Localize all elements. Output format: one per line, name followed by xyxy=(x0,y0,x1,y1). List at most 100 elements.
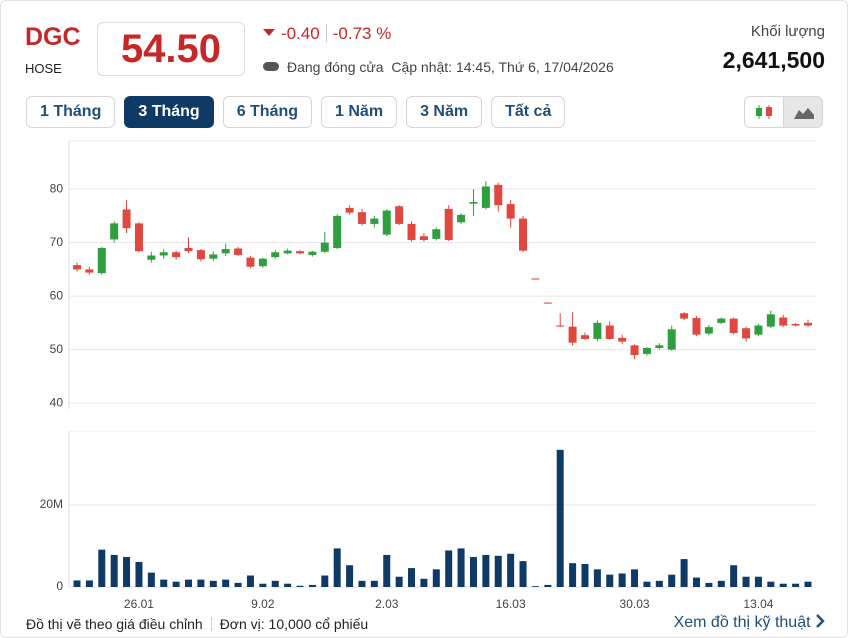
candle-body xyxy=(110,223,119,240)
volume-bar xyxy=(147,572,155,587)
volume-bar xyxy=(358,580,366,587)
status-row: Đang đóng cửa Cập nhật: 14:45, Thứ 6, 17… xyxy=(263,59,614,75)
note: Đồ thị vẽ theo giá điều chỉnh xyxy=(26,616,203,632)
candle-body xyxy=(655,345,664,349)
volume-bar xyxy=(581,564,589,587)
volume-bar xyxy=(110,554,118,587)
candle-body xyxy=(457,214,466,223)
volume-bar xyxy=(197,579,205,587)
volume-bar xyxy=(135,561,143,587)
candle-body xyxy=(618,337,627,342)
candle-body xyxy=(766,314,775,327)
candle-body xyxy=(85,269,94,273)
volume-bar xyxy=(222,579,230,587)
candle-body xyxy=(481,186,490,208)
volume-bar xyxy=(284,583,292,587)
volume-bar xyxy=(507,553,515,587)
volume-bar xyxy=(123,557,131,587)
x-tick-label: 16.03 xyxy=(496,597,526,611)
candle-body xyxy=(333,215,342,248)
change-row: -0.40 -0.73 % xyxy=(263,24,391,44)
candle-body xyxy=(370,218,379,224)
candle-icon xyxy=(756,105,772,119)
candle-body xyxy=(506,204,515,219)
chart-type-toggle xyxy=(744,96,823,128)
volume-bar xyxy=(445,550,453,587)
candle-body xyxy=(97,247,106,274)
volume-bar xyxy=(742,576,750,587)
range-tab[interactable]: 3 Năm xyxy=(406,96,483,128)
candle-body xyxy=(754,325,763,335)
candle-body xyxy=(556,325,565,327)
volume-bar xyxy=(569,563,577,587)
volume-bar xyxy=(234,582,242,587)
volume-bar xyxy=(85,580,93,587)
candle-body xyxy=(73,265,81,270)
candle-body xyxy=(605,325,614,339)
candle-body xyxy=(742,328,751,339)
candle-body xyxy=(134,223,143,252)
candle-body xyxy=(419,236,428,240)
candle-body xyxy=(729,318,738,334)
candle-body xyxy=(469,201,478,204)
volume-bar xyxy=(668,574,676,587)
volume-bar xyxy=(494,555,502,587)
candle-body xyxy=(345,207,354,213)
technical-link[interactable]: Xem đồ thị kỹ thuật xyxy=(674,614,825,632)
range-tab[interactable]: 1 Tháng xyxy=(26,96,116,128)
candle-body xyxy=(580,335,589,339)
exchange: HOSE xyxy=(25,61,62,76)
volume-bar xyxy=(544,584,552,587)
volume-bar xyxy=(779,583,787,587)
area-icon xyxy=(794,108,814,119)
volume-bar xyxy=(705,582,713,587)
candle-body xyxy=(717,318,726,323)
volume-bar xyxy=(482,554,490,587)
volume-bar xyxy=(692,577,700,587)
volume-bar xyxy=(98,549,106,587)
candle-body xyxy=(221,249,230,254)
range-tab[interactable]: 6 Tháng xyxy=(222,96,313,128)
x-tick-label: 26.01 xyxy=(124,597,154,611)
status-dot xyxy=(263,62,279,71)
volume-bar xyxy=(680,559,688,587)
candle-body xyxy=(147,255,156,260)
separator xyxy=(325,24,327,42)
range-tab[interactable]: Tất cả xyxy=(491,96,566,128)
volume-bar xyxy=(792,583,800,587)
range-tab[interactable]: 3 Tháng xyxy=(124,96,214,128)
volume-bar xyxy=(333,548,341,587)
volume-bar xyxy=(172,581,180,587)
volume-bar xyxy=(321,575,329,587)
volume-bar xyxy=(160,579,168,587)
volume-bar xyxy=(408,568,416,587)
volume-bar xyxy=(308,584,316,587)
candle-body xyxy=(308,251,317,255)
volume-bar xyxy=(631,569,639,587)
volume-bar xyxy=(754,576,762,587)
y-tick-label: 0 xyxy=(56,579,63,593)
y-tick-label: 50 xyxy=(50,342,64,356)
candle-body xyxy=(680,313,689,319)
candle-body xyxy=(283,250,292,254)
chevron xyxy=(816,614,825,628)
candle-body xyxy=(234,248,243,255)
x-tick-label: 30.03 xyxy=(620,597,650,611)
candle-body xyxy=(593,322,602,339)
volume-bar xyxy=(606,574,614,587)
candle-body xyxy=(258,258,267,267)
y-tick-label: 80 xyxy=(50,181,64,195)
candle-body xyxy=(407,223,416,240)
candle-body xyxy=(704,327,713,334)
candle-body xyxy=(519,218,528,251)
range-tab[interactable]: 1 Năm xyxy=(321,96,398,128)
chart: 40 50 60 70 80 0 20M 26.01 9.02 2.03 16.03 30.03 13.… xyxy=(40,140,816,611)
volume-bar xyxy=(556,449,564,587)
candle-body xyxy=(196,250,205,260)
candle-body xyxy=(779,317,788,326)
area-button[interactable] xyxy=(783,96,823,128)
volume-bar xyxy=(259,583,267,587)
candle-body xyxy=(395,206,404,224)
candle-button[interactable] xyxy=(744,96,784,128)
candle-body xyxy=(630,345,639,355)
